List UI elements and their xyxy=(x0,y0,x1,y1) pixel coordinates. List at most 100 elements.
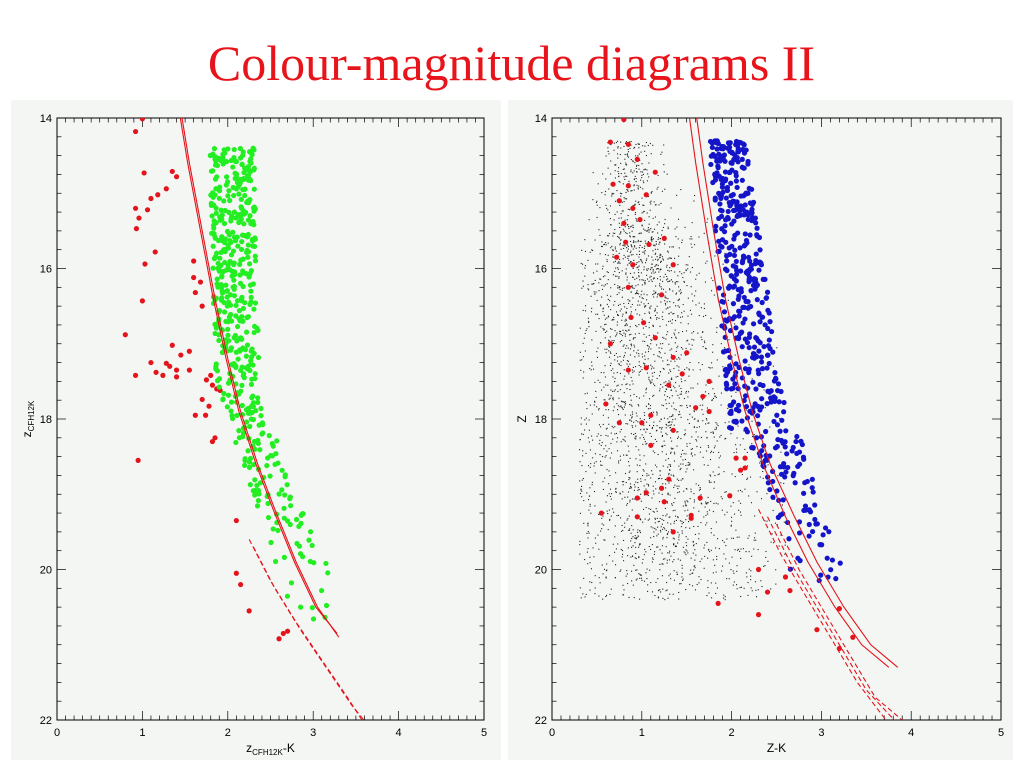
field-star-dot xyxy=(634,203,636,205)
green-data-point xyxy=(247,271,253,277)
field-star-dot xyxy=(620,548,622,551)
field-star-dot xyxy=(603,568,606,570)
green-data-point xyxy=(233,238,239,244)
plot-frame xyxy=(56,117,485,721)
field-star-dot xyxy=(715,428,718,430)
field-star-dot xyxy=(646,180,648,182)
field-star-dot xyxy=(637,266,639,268)
field-star-dot xyxy=(595,390,597,392)
field-star-dot xyxy=(668,472,670,475)
field-star-dot xyxy=(622,438,624,440)
field-star-dot xyxy=(674,497,676,499)
field-star-dot xyxy=(670,555,672,557)
field-star-dot xyxy=(588,320,590,322)
field-star-dot xyxy=(629,348,632,350)
field-star-dot xyxy=(682,521,685,523)
blue-data-point xyxy=(716,215,722,222)
field-star-dot xyxy=(617,287,619,289)
blue-data-point xyxy=(806,533,812,539)
field-star-dot xyxy=(604,242,607,244)
field-star-dot xyxy=(648,334,650,336)
field-star-dot xyxy=(606,427,608,429)
field-star-dot xyxy=(652,557,654,559)
field-star-dot xyxy=(668,364,670,366)
field-star-dot xyxy=(624,325,626,327)
field-star-dot xyxy=(597,433,599,435)
blue-data-point xyxy=(746,185,752,192)
field-star-dot xyxy=(613,142,615,144)
red-data-point xyxy=(648,412,654,418)
field-star-dot xyxy=(632,248,634,250)
blue-data-point xyxy=(753,251,759,257)
field-star-dot xyxy=(620,141,622,143)
field-star-dot xyxy=(589,562,591,564)
field-star-dot xyxy=(587,530,589,533)
field-star-dot xyxy=(673,312,675,315)
green-data-point xyxy=(274,438,280,444)
field-star-dot xyxy=(668,552,670,554)
field-star-dot xyxy=(679,316,682,318)
field-star-dot xyxy=(637,535,639,537)
field-star-dot xyxy=(606,207,608,209)
field-star-dot xyxy=(735,451,738,453)
field-star-dot xyxy=(631,286,633,288)
field-star-dot xyxy=(647,348,650,350)
field-star-dot xyxy=(671,421,673,423)
field-star-dot xyxy=(638,201,640,203)
green-data-point xyxy=(227,238,233,244)
green-data-point xyxy=(234,298,241,304)
field-star-dot xyxy=(672,313,674,315)
field-star-dot xyxy=(677,436,680,438)
field-star-dot xyxy=(668,516,670,518)
field-star-dot xyxy=(667,466,669,468)
field-star-dot xyxy=(600,326,602,328)
field-star-dot xyxy=(675,293,677,295)
field-star-dot xyxy=(664,384,666,387)
blue-data-point xyxy=(765,480,771,486)
field-star-dot xyxy=(618,236,620,238)
field-star-dot xyxy=(635,165,638,167)
field-star-dot xyxy=(691,416,693,418)
field-star-dot xyxy=(764,520,766,522)
field-star-dot xyxy=(618,222,620,224)
field-star-dot xyxy=(622,313,624,315)
field-star-dot xyxy=(684,226,686,228)
field-star-dot xyxy=(643,485,645,487)
field-star-dot xyxy=(644,245,646,247)
field-star-dot xyxy=(696,426,698,429)
blue-data-point xyxy=(717,207,724,213)
field-star-dot xyxy=(669,246,671,248)
field-star-dot xyxy=(680,467,682,469)
green-data-point xyxy=(240,305,246,312)
field-star-dot xyxy=(651,231,653,233)
field-star-dot xyxy=(698,533,700,535)
field-star-dot xyxy=(643,251,645,253)
field-star-dot xyxy=(662,318,664,321)
field-star-dot xyxy=(615,200,617,202)
field-star-dot xyxy=(688,343,690,345)
field-star-dot xyxy=(690,488,692,490)
field-star-dot xyxy=(604,477,606,479)
field-star-dot xyxy=(733,572,735,574)
field-star-dot xyxy=(668,402,670,404)
field-star-dot xyxy=(681,405,683,407)
field-star-dot xyxy=(646,428,648,430)
field-star-dot xyxy=(618,217,620,219)
field-star-dot xyxy=(672,561,674,563)
field-star-dot xyxy=(751,443,753,445)
field-star-dot xyxy=(667,494,669,496)
field-star-dot xyxy=(606,510,608,512)
field-star-dot xyxy=(694,549,696,551)
blue-data-point xyxy=(757,247,763,253)
green-data-point xyxy=(251,186,257,192)
field-star-dot xyxy=(640,500,642,502)
green-data-point xyxy=(245,314,252,320)
field-star-dot xyxy=(662,259,665,261)
field-star-dot xyxy=(602,598,604,600)
isochrone-dashed xyxy=(767,516,895,720)
field-star-dot xyxy=(626,279,628,281)
blue-data-point xyxy=(733,264,739,270)
field-star-dot xyxy=(594,587,596,589)
field-star-dot xyxy=(603,285,605,287)
green-data-point xyxy=(210,243,216,249)
